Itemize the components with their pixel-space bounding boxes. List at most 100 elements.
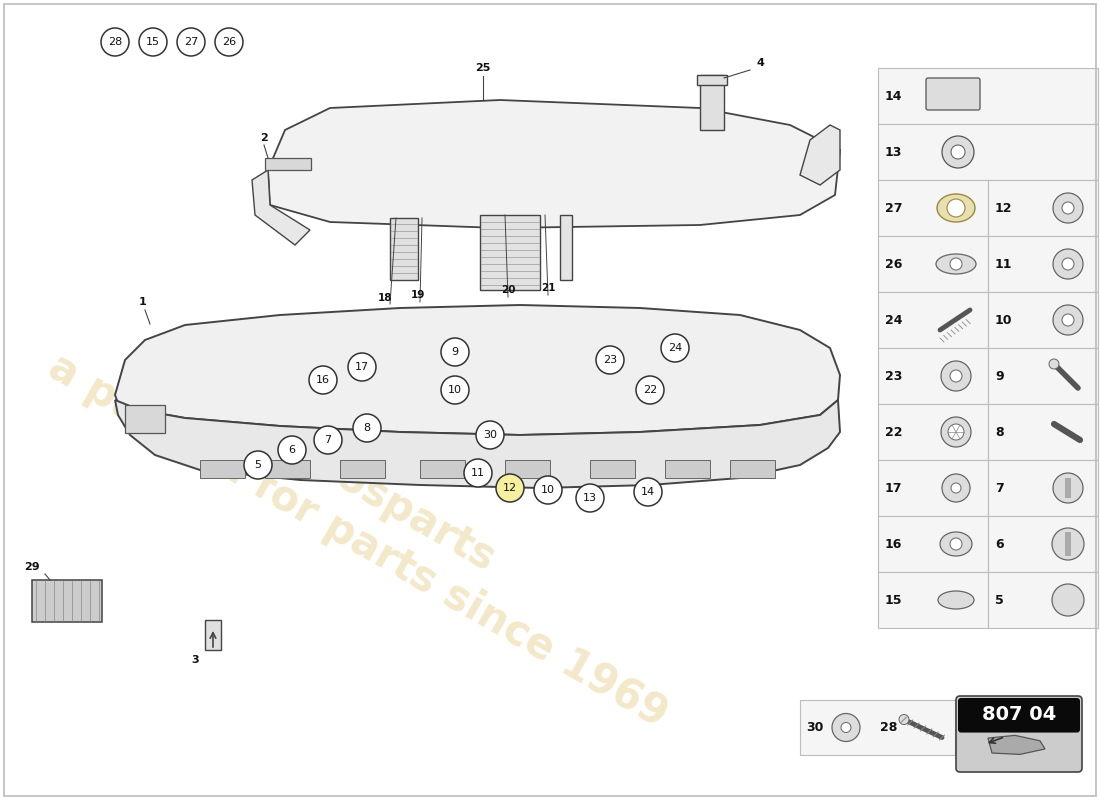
Circle shape [576, 484, 604, 512]
Text: 16: 16 [316, 375, 330, 385]
Text: 17: 17 [355, 362, 370, 372]
FancyBboxPatch shape [988, 236, 1098, 292]
Circle shape [309, 366, 337, 394]
FancyBboxPatch shape [988, 516, 1098, 572]
Circle shape [1062, 258, 1074, 270]
Circle shape [534, 476, 562, 504]
FancyBboxPatch shape [988, 572, 1098, 628]
Circle shape [1049, 359, 1059, 369]
Circle shape [634, 478, 662, 506]
FancyBboxPatch shape [480, 215, 540, 290]
FancyBboxPatch shape [926, 78, 980, 110]
Text: 17: 17 [886, 482, 902, 494]
Polygon shape [268, 100, 840, 228]
Text: eurosparts
a passion for parts since 1969: eurosparts a passion for parts since 196… [41, 304, 700, 736]
Text: 24: 24 [668, 343, 682, 353]
Text: 18: 18 [377, 293, 393, 303]
Text: 15: 15 [146, 37, 160, 47]
Polygon shape [800, 125, 840, 185]
Text: 8: 8 [363, 423, 371, 433]
Text: 7: 7 [996, 482, 1003, 494]
Text: 21: 21 [541, 283, 556, 293]
Circle shape [940, 417, 971, 447]
Circle shape [1062, 202, 1074, 214]
Polygon shape [116, 305, 840, 435]
FancyBboxPatch shape [878, 348, 988, 404]
FancyBboxPatch shape [878, 292, 988, 348]
Text: 14: 14 [641, 487, 656, 497]
Circle shape [1053, 473, 1084, 503]
Text: 12: 12 [503, 483, 517, 493]
Text: 4: 4 [756, 58, 763, 68]
Text: 22: 22 [642, 385, 657, 395]
Circle shape [596, 346, 624, 374]
Ellipse shape [940, 532, 972, 556]
FancyBboxPatch shape [878, 236, 988, 292]
FancyBboxPatch shape [205, 620, 221, 650]
Text: 12: 12 [996, 202, 1012, 214]
Text: 13: 13 [583, 493, 597, 503]
Circle shape [476, 421, 504, 449]
FancyBboxPatch shape [125, 405, 165, 433]
Circle shape [1053, 249, 1084, 279]
FancyBboxPatch shape [988, 404, 1098, 460]
Text: 11: 11 [996, 258, 1012, 270]
Text: 10: 10 [448, 385, 462, 395]
Text: 28: 28 [108, 37, 122, 47]
Text: 26: 26 [222, 37, 236, 47]
Text: 5: 5 [996, 594, 1003, 606]
FancyBboxPatch shape [700, 75, 724, 130]
Circle shape [1052, 584, 1084, 616]
Text: 6: 6 [996, 538, 1003, 550]
Text: 10: 10 [541, 485, 556, 495]
Circle shape [101, 28, 129, 56]
Circle shape [1062, 314, 1074, 326]
Circle shape [348, 353, 376, 381]
Text: 10: 10 [996, 314, 1012, 326]
Polygon shape [988, 735, 1045, 754]
Circle shape [244, 451, 272, 479]
Circle shape [441, 376, 469, 404]
Text: 1: 1 [139, 297, 147, 307]
FancyBboxPatch shape [265, 158, 311, 170]
FancyBboxPatch shape [560, 215, 572, 280]
Text: 27: 27 [886, 202, 902, 214]
FancyBboxPatch shape [878, 404, 988, 460]
Circle shape [832, 714, 860, 742]
FancyBboxPatch shape [878, 460, 988, 516]
FancyBboxPatch shape [878, 180, 988, 236]
FancyBboxPatch shape [340, 460, 385, 478]
Text: 30: 30 [483, 430, 497, 440]
Text: 807 04: 807 04 [982, 705, 1056, 724]
Circle shape [278, 436, 306, 464]
Circle shape [1053, 193, 1084, 223]
Polygon shape [252, 170, 310, 245]
Text: 26: 26 [886, 258, 902, 270]
Text: 23: 23 [603, 355, 617, 365]
Circle shape [950, 538, 962, 550]
Text: 23: 23 [886, 370, 902, 382]
Circle shape [947, 199, 965, 217]
FancyBboxPatch shape [956, 696, 1082, 772]
Text: 15: 15 [886, 594, 902, 606]
Text: 19: 19 [410, 290, 426, 300]
Text: 11: 11 [471, 468, 485, 478]
FancyBboxPatch shape [666, 460, 710, 478]
Text: 7: 7 [324, 435, 331, 445]
Ellipse shape [936, 254, 976, 274]
Text: 20: 20 [500, 285, 515, 295]
Circle shape [661, 334, 689, 362]
Ellipse shape [937, 194, 975, 222]
FancyBboxPatch shape [800, 700, 955, 755]
Circle shape [948, 424, 964, 440]
Circle shape [214, 28, 243, 56]
Circle shape [1053, 305, 1084, 335]
Circle shape [899, 714, 909, 725]
FancyBboxPatch shape [505, 460, 550, 478]
Circle shape [496, 474, 524, 502]
Text: 24: 24 [886, 314, 902, 326]
FancyBboxPatch shape [988, 180, 1098, 236]
Text: 3: 3 [191, 655, 199, 665]
Circle shape [952, 145, 965, 159]
FancyBboxPatch shape [988, 348, 1098, 404]
